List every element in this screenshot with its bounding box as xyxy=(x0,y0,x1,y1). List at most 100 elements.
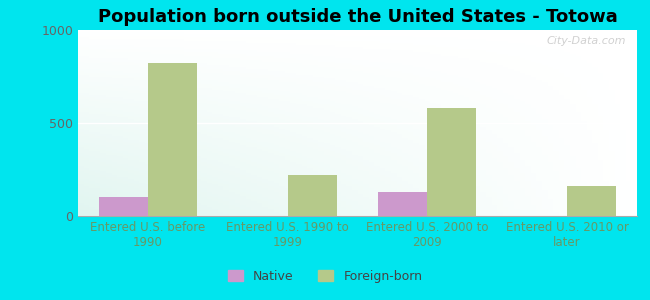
Bar xyxy=(587,125,592,127)
Bar xyxy=(274,184,280,186)
Bar xyxy=(285,119,291,121)
Bar xyxy=(352,114,358,116)
Bar xyxy=(324,36,330,38)
Bar xyxy=(84,61,89,64)
Bar xyxy=(240,49,246,50)
Bar xyxy=(291,194,296,196)
Bar xyxy=(519,212,525,214)
Bar xyxy=(598,104,603,106)
Bar xyxy=(391,182,396,184)
Bar xyxy=(106,67,112,69)
Bar xyxy=(542,168,547,169)
Bar xyxy=(430,61,436,64)
Bar xyxy=(190,157,196,158)
Bar xyxy=(592,208,598,210)
Bar xyxy=(531,142,536,143)
Bar xyxy=(536,76,542,78)
Bar xyxy=(452,67,458,69)
Bar xyxy=(168,162,173,164)
Bar xyxy=(508,160,514,162)
Bar xyxy=(436,30,441,32)
Bar xyxy=(391,88,396,89)
Bar xyxy=(508,54,514,56)
Bar xyxy=(240,78,246,80)
Bar xyxy=(615,138,620,140)
Bar xyxy=(603,39,609,41)
Bar xyxy=(430,97,436,99)
Bar xyxy=(302,158,307,160)
Bar xyxy=(280,76,285,78)
Bar xyxy=(128,116,134,117)
Bar xyxy=(330,45,335,47)
Bar xyxy=(207,134,212,136)
Bar xyxy=(240,45,246,47)
Bar xyxy=(475,192,480,194)
Bar xyxy=(587,166,592,168)
Bar xyxy=(380,207,385,208)
Bar xyxy=(285,205,291,207)
Bar xyxy=(324,186,330,188)
Bar xyxy=(280,154,285,157)
Bar xyxy=(318,67,324,69)
Bar xyxy=(313,214,318,216)
Bar xyxy=(396,49,402,50)
Bar xyxy=(352,108,358,110)
Bar xyxy=(106,171,112,173)
Bar xyxy=(408,207,413,208)
Bar xyxy=(587,194,592,196)
Bar xyxy=(396,78,402,80)
Bar xyxy=(184,179,190,181)
Bar xyxy=(385,145,391,147)
Bar xyxy=(179,127,184,129)
Bar xyxy=(369,147,374,149)
Bar xyxy=(296,182,302,184)
Bar xyxy=(430,192,436,194)
Bar xyxy=(240,108,246,110)
Bar xyxy=(598,88,603,89)
Bar xyxy=(123,208,128,210)
Bar xyxy=(268,153,274,154)
Bar xyxy=(179,171,184,173)
Bar xyxy=(458,45,463,47)
Bar xyxy=(173,38,179,39)
Bar xyxy=(179,114,184,116)
Bar xyxy=(609,149,615,151)
Bar xyxy=(491,30,497,32)
Bar xyxy=(229,36,235,38)
Bar xyxy=(475,30,480,32)
Bar xyxy=(452,50,458,52)
Bar xyxy=(396,208,402,210)
Bar xyxy=(307,32,313,34)
Bar xyxy=(352,147,358,149)
Bar xyxy=(447,194,452,196)
Bar xyxy=(497,76,503,78)
Bar xyxy=(246,153,252,154)
Bar xyxy=(463,56,469,58)
Bar xyxy=(615,175,620,177)
Bar xyxy=(358,196,363,197)
Bar xyxy=(358,208,363,210)
Bar xyxy=(207,177,212,179)
Bar xyxy=(620,151,626,153)
Bar xyxy=(346,208,352,210)
Bar xyxy=(106,164,112,166)
Bar xyxy=(341,110,346,112)
Bar xyxy=(229,123,235,125)
Bar xyxy=(408,205,413,207)
Bar xyxy=(519,201,525,203)
Bar xyxy=(587,136,592,138)
Bar xyxy=(396,207,402,208)
Bar xyxy=(307,130,313,132)
Bar xyxy=(525,181,531,182)
Bar xyxy=(151,82,156,84)
Bar xyxy=(626,112,631,114)
Bar xyxy=(117,110,123,112)
Bar xyxy=(318,47,324,49)
Bar xyxy=(330,188,335,190)
Bar xyxy=(531,136,536,138)
Bar xyxy=(252,89,257,92)
Bar xyxy=(145,190,151,192)
Bar xyxy=(330,50,335,52)
Bar xyxy=(280,205,285,207)
Bar xyxy=(559,71,564,73)
